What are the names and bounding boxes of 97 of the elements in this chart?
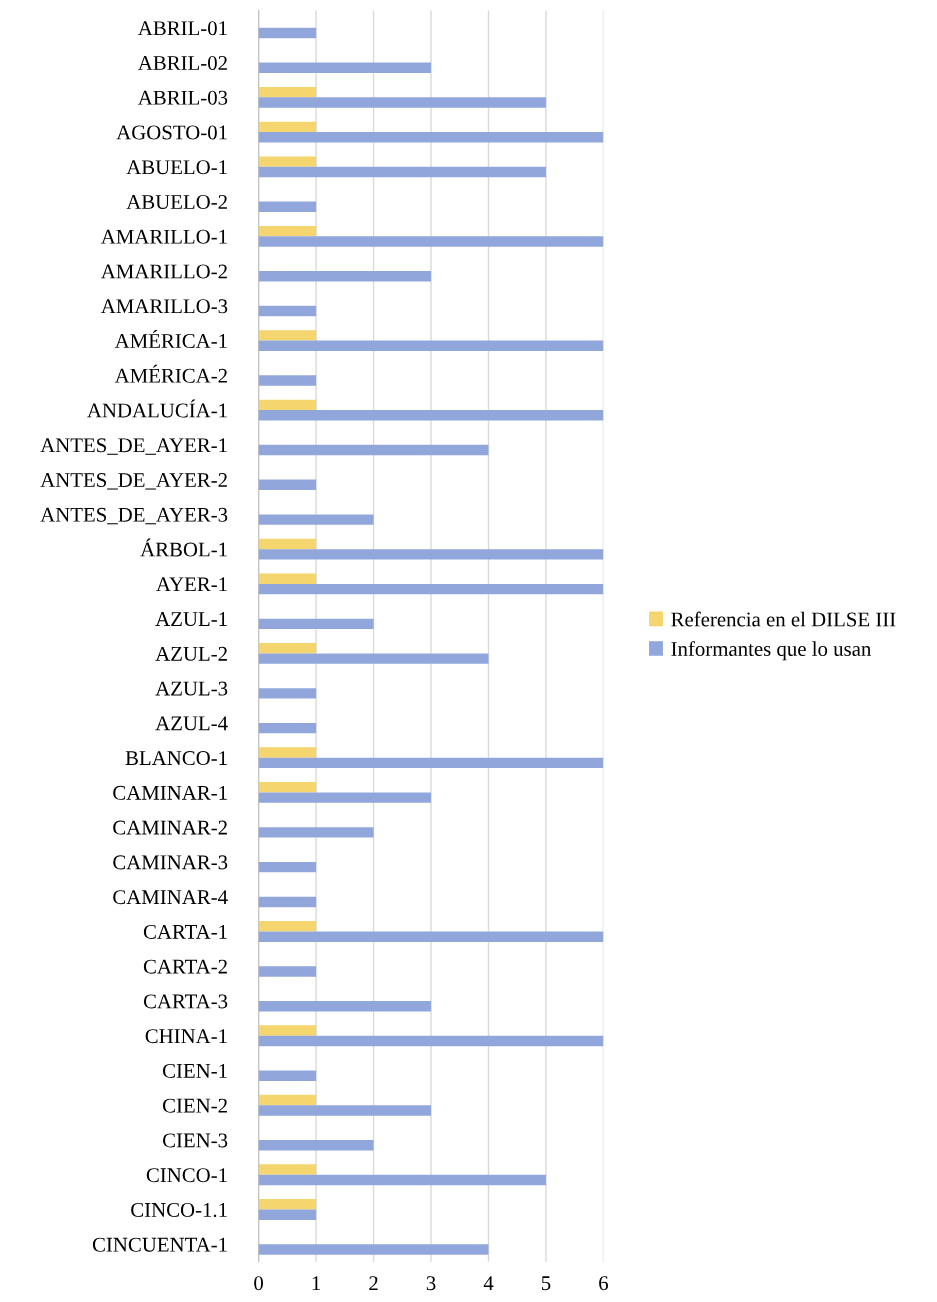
bar — [258, 86, 317, 98]
y-tick-label: ABUELO-2 — [126, 195, 227, 210]
y-tick-label: AMÉRICA-1 — [114, 330, 227, 349]
y-tick-label: CHINA-1 — [145, 1029, 227, 1044]
bar — [258, 827, 374, 838]
bar — [258, 921, 317, 932]
bar — [258, 896, 317, 908]
y-tick-label: AZUL-3 — [155, 681, 228, 696]
y-tick-label: ABRIL-03 — [137, 90, 228, 105]
x-tick-label: 4 — [483, 1276, 494, 1290]
y-tick-label: ANTES_DE_AYER-1 — [40, 438, 227, 455]
bar — [258, 792, 432, 803]
bar — [258, 201, 317, 212]
bar — [258, 757, 604, 769]
bar — [258, 747, 317, 758]
x-tick-label: 6 — [599, 1276, 609, 1291]
bar — [258, 722, 317, 734]
bar — [258, 479, 317, 491]
y-tick-label: CARTA-2 — [143, 959, 227, 974]
bar — [258, 642, 317, 654]
bar — [258, 1035, 604, 1047]
legend-label: Referencia en el DILSE III — [671, 611, 896, 627]
y-tick-label: CINCUENTA-1 — [92, 1237, 227, 1252]
bar — [258, 271, 432, 282]
y-tick-label: AMARILLO-2 — [100, 264, 227, 279]
y-tick-label: BLANCO-1 — [125, 751, 227, 766]
y-tick-label: CARTA-3 — [143, 994, 228, 1009]
bar — [258, 1174, 546, 1186]
bar — [258, 861, 317, 873]
bar — [258, 132, 604, 143]
bar — [258, 653, 489, 664]
y-tick-label: CINCO-1.1 — [131, 1202, 227, 1218]
y-tick-label: AMÉRICA-2 — [114, 364, 227, 383]
bar — [258, 782, 317, 793]
bar — [258, 225, 317, 237]
bar — [258, 1164, 317, 1175]
y-tick-label: ÁRBOL-1 — [140, 538, 227, 557]
x-tick-label: 5 — [541, 1276, 551, 1291]
bar — [258, 375, 317, 386]
bar — [258, 27, 317, 39]
bar — [258, 931, 604, 942]
bar — [258, 1070, 317, 1081]
y-tick-label: CAMINAR-2 — [113, 820, 227, 835]
y-tick-label: ANTES_DE_AYER-3 — [40, 507, 228, 525]
x-tick-label: 1 — [312, 1276, 321, 1290]
bar — [258, 538, 317, 550]
bar — [258, 1025, 317, 1036]
x-tick-label: 0 — [254, 1276, 264, 1291]
bar — [258, 1105, 432, 1116]
x-tick-label: 2 — [369, 1276, 378, 1290]
y-tick-label: AZUL-2 — [155, 646, 227, 661]
y-tick-label: ABRIL-02 — [137, 55, 227, 70]
bar — [258, 1199, 317, 1210]
bar — [258, 1139, 374, 1151]
y-tick-label: CINCO-1 — [146, 1168, 227, 1183]
bar — [258, 549, 604, 560]
bar — [258, 305, 317, 317]
x-tick-label: 3 — [426, 1276, 436, 1291]
bar — [258, 514, 374, 525]
bar — [258, 618, 374, 630]
bar — [258, 966, 317, 977]
y-tick-label: ABRIL-01 — [137, 21, 227, 36]
y-tick-label: CARTA-1 — [143, 924, 227, 939]
bar — [258, 166, 546, 178]
bar — [258, 330, 317, 341]
bar — [258, 573, 317, 584]
y-tick-label: ANDALUCÍA-1 — [87, 399, 227, 418]
y-tick-label: AMARILLO-3 — [100, 299, 228, 314]
bar — [258, 340, 604, 352]
y-tick-label: CAMINAR-1 — [113, 785, 227, 800]
bar — [258, 1094, 317, 1106]
bar — [258, 121, 317, 133]
bar — [258, 1209, 317, 1220]
bar — [258, 583, 604, 595]
y-tick-label: CAMINAR-4 — [113, 890, 228, 905]
y-tick-label: CIEN-2 — [162, 1098, 227, 1113]
y-tick-label: AMARILLO-1 — [100, 229, 227, 244]
legend-label: Informantes que lo usan — [671, 641, 872, 661]
y-tick-label: ANTES_DE_AYER-2 — [40, 473, 227, 490]
y-tick-label: CIEN-3 — [162, 1133, 228, 1148]
y-tick-label: CIEN-1 — [162, 1063, 227, 1078]
y-tick-label: CAMINAR-3 — [113, 855, 228, 870]
bar — [258, 97, 546, 108]
y-tick-label: AZUL-4 — [155, 716, 228, 731]
bar — [258, 410, 604, 421]
bar — [258, 688, 317, 699]
bar — [258, 1244, 489, 1255]
y-tick-label: AYER-1 — [156, 577, 227, 592]
bar — [258, 399, 317, 411]
bar — [258, 444, 489, 456]
bar — [258, 236, 604, 247]
y-tick-label: AGOSTO-01 — [116, 125, 227, 140]
bar — [258, 1000, 432, 1012]
y-tick-label: ABUELO-1 — [126, 160, 227, 175]
bar — [258, 62, 432, 73]
bar — [258, 156, 317, 167]
y-tick-label: AZUL-1 — [155, 612, 227, 627]
